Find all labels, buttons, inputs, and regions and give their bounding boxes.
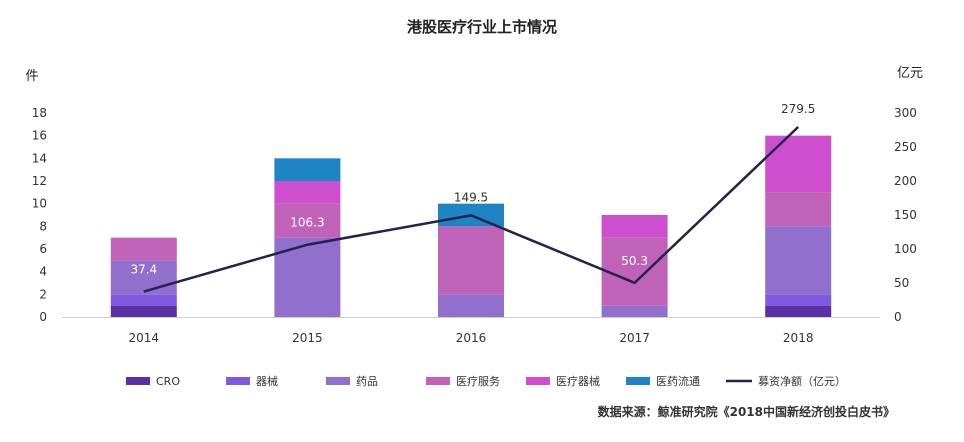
y-right-tick-label: 200 <box>894 174 917 188</box>
legend-label: 医疗服务 <box>456 374 500 388</box>
plot-area: 0 2 4 6 8 10 12 14 16 18 0 50 100 150 200 250 300 2014 201… <box>32 102 917 345</box>
legend-label: 医药流通 <box>656 374 700 388</box>
legend-label: 医疗器械 <box>556 374 600 388</box>
source-note: 数据来源：鲸准研究院《2018中国新经济创投白皮书》 <box>598 404 895 419</box>
y-right-tick-label: 100 <box>894 242 917 256</box>
y-left-tick-label: 14 <box>32 151 47 165</box>
x-tick-label: 2018 <box>783 331 814 345</box>
y-left-tick-label: 2 <box>39 287 47 301</box>
y-right-tick-label: 300 <box>894 106 917 120</box>
legend-swatch-医疗器械 <box>526 377 550 385</box>
y-right-tick-label: 250 <box>894 140 917 154</box>
line-data-label: 106.3 <box>290 216 324 230</box>
bar-segment-医疗器械 <box>765 135 832 193</box>
bar-segment-药品 <box>438 294 504 317</box>
bar-segment-医疗服务 <box>438 226 504 295</box>
bar-segment-医疗服务 <box>274 203 341 238</box>
legend-swatch-药品 <box>326 377 350 385</box>
y-left-tick-label: 6 <box>39 242 47 256</box>
y-left-tick-label: 8 <box>39 219 47 233</box>
line-data-label: 50.3 <box>621 254 648 268</box>
bar-segment-CRO <box>110 305 177 317</box>
y-left-tick-label: 0 <box>39 310 47 324</box>
bar-segment-器械 <box>110 294 177 306</box>
bar-segment-医药流通 <box>274 158 341 181</box>
legend-label: 器械 <box>256 374 278 388</box>
legend-label: 药品 <box>356 375 378 388</box>
legend-swatch-器械 <box>226 377 250 385</box>
y-left-tick-label: 12 <box>32 174 47 188</box>
y-left-tick-label: 4 <box>39 265 47 279</box>
legend-swatch-医疗服务 <box>426 377 450 385</box>
y-right-tick-label: 0 <box>894 310 902 324</box>
y-axis-left-label: 件 <box>25 69 38 84</box>
line-data-label: 37.4 <box>130 263 157 277</box>
y-right-tick-label: 50 <box>894 276 909 290</box>
bar-segment-药品 <box>110 260 177 295</box>
x-tick-label: 2015 <box>292 331 323 345</box>
legend-swatch-CRO <box>126 377 150 385</box>
bar-segment-医疗服务 <box>601 237 668 306</box>
legend-label: 募资净额（亿元） <box>758 374 846 388</box>
y-left-tick-label: 10 <box>32 197 47 211</box>
bar-segment-CRO <box>765 305 832 317</box>
y-left-tick-label: 18 <box>32 106 47 120</box>
y-axis-right-label: 亿元 <box>897 66 923 81</box>
legend: CRO 器械 药品 医疗服务 医疗器械 医药流通 募资净额（亿元） <box>126 374 846 388</box>
chart-title: 港股医疗行业上市情况 <box>407 18 557 36</box>
legend-swatch-医药流通 <box>626 377 650 385</box>
bar-segment-医疗服务 <box>765 192 832 227</box>
y-right-tick-label: 150 <box>894 208 917 222</box>
bar-segment-药品 <box>274 237 341 317</box>
bar-segment-医疗器械 <box>274 181 341 204</box>
y-left-tick-label: 16 <box>32 129 47 143</box>
line-data-label: 279.5 <box>781 102 815 116</box>
bar-segment-药品 <box>765 226 832 295</box>
legend-label: CRO <box>156 375 180 388</box>
bar-segment-器械 <box>765 294 832 306</box>
line-series-募资净额 <box>143 126 800 293</box>
line-data-label: 149.5 <box>454 190 488 204</box>
bar-segment-医疗服务 <box>110 237 177 261</box>
bar-segment-药品 <box>601 305 668 317</box>
x-tick-label: 2016 <box>456 331 487 345</box>
x-tick-label: 2017 <box>619 331 650 345</box>
bar-segment-医疗器械 <box>601 215 668 238</box>
x-tick-label: 2014 <box>129 331 160 345</box>
